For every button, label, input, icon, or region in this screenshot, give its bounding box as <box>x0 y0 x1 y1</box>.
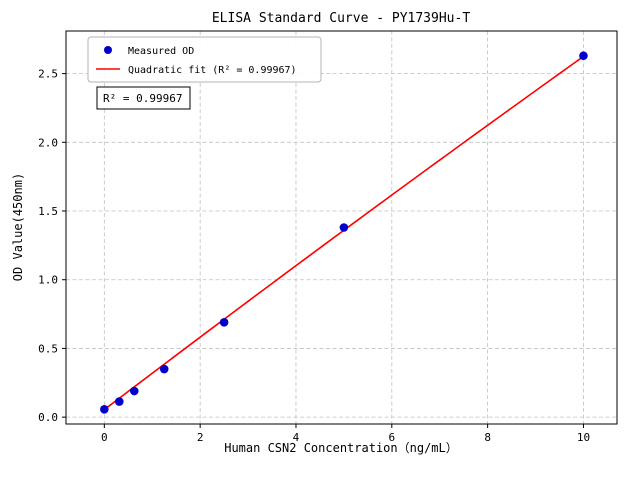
axes-border <box>65 30 618 425</box>
y-axis-label: OD Value(450nm) <box>11 173 25 281</box>
data-point <box>579 51 588 61</box>
data-point <box>114 397 124 406</box>
x-tick-label: 8 <box>484 431 491 444</box>
x-axis-label: Human CSN2 Concentration（ng/mL） <box>224 441 458 455</box>
r-squared-text: R² = 0.99967 <box>103 92 182 105</box>
data-point <box>219 318 229 327</box>
y-tick-label: 1.0 <box>38 274 58 287</box>
data-point <box>159 364 169 374</box>
scatter-points <box>100 51 588 414</box>
legend-marker-measured-od <box>104 46 112 54</box>
x-tick-label: 0 <box>101 431 108 444</box>
y-tick-label: 2.0 <box>38 136 58 149</box>
x-tick-label: 4 <box>293 431 300 444</box>
data-point <box>129 386 139 396</box>
r-squared-annotation: R² = 0.99967 <box>96 86 191 110</box>
data-point <box>339 223 349 232</box>
y-tick-label: 0.5 <box>38 342 58 355</box>
x-tick-label: 10 <box>577 431 590 444</box>
y-tick-label: 0.0 <box>38 411 58 424</box>
legend: Measured OD Quadratic fit (R² = 0.99967) <box>87 36 322 83</box>
y-tick-label: 2.5 <box>38 68 58 81</box>
axis-ticks: 0 2 4 6 8 10 0.0 0.5 1.0 1.5 2.0 2.5 <box>38 68 590 444</box>
y-tick-label: 1.5 <box>38 205 58 218</box>
legend-label-measured-od: Measured OD <box>128 46 194 57</box>
r-squared-box <box>96 86 191 110</box>
legend-box <box>87 36 322 83</box>
legend-label-quadratic-fit: Quadratic fit (R² = 0.99967) <box>128 65 297 76</box>
x-tick-label: 2 <box>197 431 204 444</box>
chart-title: ELISA Standard Curve - PY1739Hu-T <box>212 11 470 26</box>
x-tick-label: 6 <box>388 431 395 444</box>
data-point <box>100 405 109 414</box>
